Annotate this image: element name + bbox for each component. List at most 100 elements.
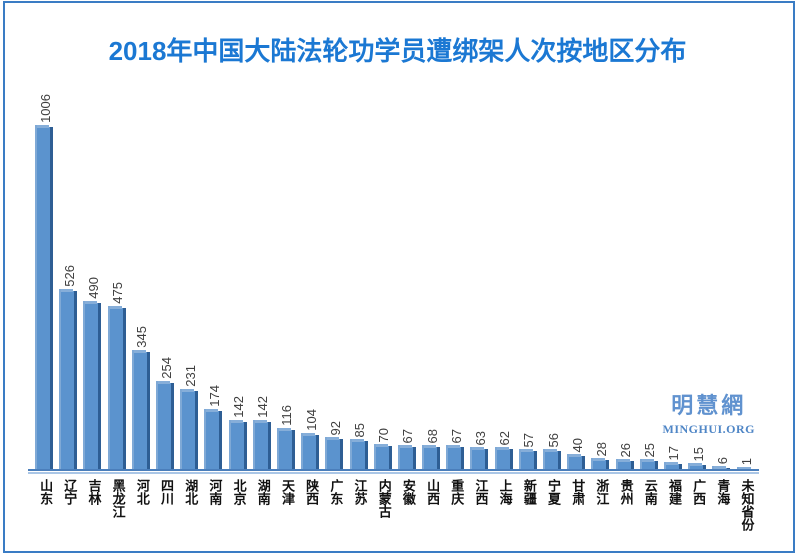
bar-value-label: 15 [690,446,706,461]
bar-column: 63 [468,85,492,470]
bar [107,306,126,470]
bar [543,449,562,470]
bar-value-label: 254 [158,357,174,379]
bar [325,437,344,470]
bar-column: 1006 [33,85,57,470]
bar-value-label: 28 [593,441,609,456]
bar [59,289,78,470]
bar [567,454,586,470]
x-axis-label: 上海 [497,479,513,505]
bar-column: 40 [565,85,589,470]
x-axis-labels: 山东 辽宁 吉林 黑龙江 河北 四川 湖北 河南 北京 湖南 天津 陕西 广东 江苏 内蒙古 安徽 山西 重庆 江西… [33,479,759,531]
bar [446,445,465,470]
bar-value-label: 1 [739,457,755,465]
bar-column: 116 [275,85,299,470]
x-axis-label: 甘肃 [570,479,586,505]
bar-value-label: 67 [448,428,464,443]
bar-value-label: 231 [182,365,198,387]
bar-column: 142 [227,85,251,470]
bar-column: 526 [57,85,81,470]
bar-column: 92 [323,85,347,470]
x-axis-label: 内蒙古 [376,479,392,518]
bar-value-label: 490 [85,277,101,299]
x-axis-label: 湖北 [183,479,199,505]
chart-title: 2018年中国大陆法轮功学员遭绑架人次按地区分布 [108,36,687,66]
bar [252,420,271,470]
bar-value-label: 142 [231,396,247,418]
x-axis-label: 吉林 [86,479,102,505]
x-axis-label: 北京 [231,479,247,505]
bar [591,458,610,470]
x-axis-label: 新疆 [521,479,537,505]
bar [131,350,150,470]
bar-column: 490 [81,85,105,470]
bar [397,445,416,470]
x-axis-label: 河北 [134,479,150,505]
x-axis-label: 福建 [666,479,682,505]
x-axis-label: 青海 [715,479,731,505]
bar [35,125,54,470]
bar-value-label: 104 [303,409,319,431]
bar-column: 68 [420,85,444,470]
bar-value-label: 63 [472,430,488,445]
bar-column: 70 [372,85,396,470]
bar-column: 142 [251,85,275,470]
x-axis-label: 未知省份 [739,479,755,531]
bar [422,445,441,470]
bar [156,381,175,470]
bar-value-label: 6 [714,456,730,464]
bar-value-label: 25 [642,442,658,457]
x-axis-label: 江西 [473,479,489,505]
bar-value-label: 40 [569,437,585,452]
bar [228,420,247,470]
bar [180,389,199,470]
bar-value-label: 56 [545,432,561,447]
x-axis-label: 山东 [38,479,54,505]
x-axis-label: 广东 [328,479,344,505]
bar-value-label: 345 [134,326,150,348]
x-axis-label: 浙江 [594,479,610,505]
x-axis-label: 四川 [159,479,175,505]
bar-value-label: 1006 [37,94,53,123]
bar [349,439,368,470]
x-axis-label: 广西 [691,479,707,505]
x-axis-line [28,469,759,471]
bar-value-label: 68 [424,428,440,443]
x-axis-line-shadow [28,472,759,474]
minghui-watermark: 明慧網 MINGHUI.ORG [663,388,756,437]
bar-column: 57 [517,85,541,470]
bar-column: 25 [638,85,662,470]
bar [276,428,295,470]
x-axis-label: 陕西 [304,479,320,505]
bar-column: 345 [130,85,154,470]
bar [688,463,707,470]
bar [301,433,320,470]
x-axis-label: 江苏 [352,479,368,505]
bar [615,459,634,470]
bar-value-label: 85 [352,422,368,437]
bar-column: 104 [299,85,323,470]
bar-column: 67 [444,85,468,470]
bar [470,447,489,470]
watermark-chinese-logo: 明慧網 [671,393,747,418]
bar-value-label: 67 [400,428,416,443]
bar-column: 174 [202,85,226,470]
bar-column: 67 [396,85,420,470]
bar-column: 475 [106,85,130,470]
bar-value-label: 174 [206,385,222,407]
bar-column: 85 [347,85,371,470]
watermark-site-name: MINGHUI.ORG [662,422,755,436]
plot-area: 1006 526 490 475 345 254 231 174 142 142 116 104 92 8… [33,85,759,470]
bar-column: 26 [614,85,638,470]
bar-value-label: 17 [666,445,682,460]
bar [373,444,392,470]
bar-column: 231 [178,85,202,470]
x-axis-label: 黑龙江 [110,479,126,518]
bar-value-label: 57 [521,432,537,447]
bar-column: 17 [662,85,686,470]
bar-value-label: 116 [279,405,295,426]
bar-column: 56 [541,85,565,470]
bar [494,447,513,470]
x-axis-label: 云南 [642,479,658,505]
x-axis-label: 湖南 [255,479,271,505]
